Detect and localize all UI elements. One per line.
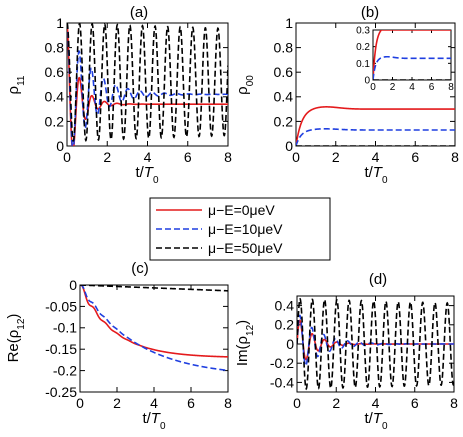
legend-label: μ−E=10μeV — [208, 221, 283, 237]
inset-series-group — [373, 30, 451, 80]
panel-label: (b) — [361, 4, 379, 21]
series-group — [296, 106, 455, 146]
y-tick-label: 0.3 — [356, 26, 370, 37]
y-tick-label: -0.15 — [45, 341, 77, 357]
y-tick-label: 0.6 — [274, 64, 294, 80]
y-tick-label: -0.25 — [45, 384, 77, 400]
y-tick-label: 0 — [364, 76, 370, 87]
panel-b: 0 2 4 6 8 0 0.2 0.4 0.6 0.8 1 (b) ρ00 t/T0 0 2 4 6 8 0 0.1 0.… — [234, 4, 459, 186]
x-tick-label: 6 — [411, 149, 419, 165]
y-tick-label: 0.2 — [275, 317, 295, 333]
x-tick-label: 2 — [103, 149, 111, 165]
y-tick-label: 0.4 — [45, 89, 65, 105]
series-line — [297, 314, 454, 367]
series-line — [296, 128, 455, 146]
x-tick-label: 8 — [450, 395, 458, 411]
y-tick-label: 0.4 — [275, 298, 295, 314]
x-axis-label: t/T0 — [135, 164, 159, 186]
y-tick-label: 0.8 — [45, 40, 65, 56]
x-tick-label: 4 — [150, 395, 158, 411]
y-tick-label: -0.4 — [270, 374, 294, 390]
y-tick-label: 0.6 — [45, 64, 65, 80]
inset-frame — [372, 29, 452, 81]
x-tick-label: 8 — [448, 82, 454, 93]
y-tick-label: 0 — [69, 277, 77, 293]
series-line — [373, 55, 451, 80]
x-tick-label: 0 — [370, 82, 376, 93]
y-tick-label: 0.8 — [274, 40, 294, 56]
x-tick-label: 8 — [451, 149, 459, 165]
y-tick-label: 0.2 — [45, 113, 65, 129]
y-tick-label: 0.4 — [274, 89, 294, 105]
x-tick-label: 0 — [76, 395, 84, 411]
x-tick-label: 4 — [144, 149, 152, 165]
panel-d: 0 2 4 6 8 0.4 0.2 0 -0.2 -0.4 (d) Im(ρ12) t/T0 — [234, 271, 458, 432]
y-tick-label: 0 — [285, 138, 293, 154]
panel-label: (c) — [131, 260, 149, 277]
legend: μ−E=0μeV μ−E=10μeV μ−E=50μeV — [149, 197, 331, 261]
series-line — [80, 285, 228, 292]
x-tick-label: 6 — [184, 149, 192, 165]
y-axis-label: ρ00 — [234, 75, 256, 95]
y-axis-label: Re(ρ12) — [5, 314, 27, 363]
y-tick-label: 1 — [56, 15, 64, 31]
x-tick-label: 2 — [332, 149, 340, 165]
y-axis-label: Im(ρ12) — [234, 320, 256, 366]
series-line — [67, 23, 228, 146]
y-tick-label: -0.1 — [53, 320, 77, 336]
x-tick-label: 0 — [292, 149, 300, 165]
x-tick-label: 4 — [372, 395, 380, 411]
series-group — [297, 297, 454, 391]
y-tick-label: 0.2 — [274, 113, 294, 129]
x-tick-label: 8 — [224, 149, 232, 165]
panel-c: 0 2 4 6 8 0 -0.05 -0.1 -0.15 -0.2 -0.25 (c) Re(ρ12) t… — [5, 260, 232, 432]
x-tick-label: 0 — [293, 395, 301, 411]
y-tick-label: 0 — [56, 138, 64, 154]
legend-label: μ−E=0μeV — [208, 202, 275, 218]
x-tick-label: 2 — [390, 82, 396, 93]
legend-label: μ−E=50μeV — [208, 240, 283, 256]
series-group — [80, 285, 228, 372]
x-tick-label: 2 — [332, 395, 340, 411]
series-group — [67, 23, 228, 146]
series-line — [80, 285, 228, 372]
y-tick-label: 0.1 — [356, 59, 370, 70]
y-tick-label: -0.2 — [270, 355, 294, 371]
y-tick-label: -0.05 — [45, 298, 77, 314]
series-line — [67, 23, 228, 142]
y-tick-label: -0.2 — [53, 363, 77, 379]
series-line — [80, 285, 228, 358]
y-tick-label: 0 — [286, 336, 294, 352]
x-axis-label: t/T0 — [364, 164, 388, 186]
y-tick-label: 1 — [285, 15, 293, 31]
x-tick-label: 6 — [187, 395, 195, 411]
y-tick-label: 0.2 — [356, 42, 370, 53]
panel-label: (a) — [130, 4, 148, 21]
series-line — [67, 23, 228, 146]
x-tick-label: 4 — [409, 82, 415, 93]
series-line — [297, 319, 454, 361]
y-axis-label: ρ11 — [5, 75, 27, 94]
x-tick-label: 8 — [224, 395, 232, 411]
panel-a: 0 2 4 6 8 0 0.2 0.4 0.6 0.8 1 (a) ρ11 t/T0 — [5, 4, 232, 186]
series-line — [296, 106, 455, 146]
x-tick-label: 4 — [372, 149, 380, 165]
panel-label: (d) — [369, 271, 387, 288]
x-tick-label: 6 — [411, 395, 419, 411]
series-line — [297, 297, 454, 391]
x-axis-label: t/T0 — [364, 410, 388, 432]
x-tick-label: 6 — [429, 82, 435, 93]
x-tick-label: 2 — [113, 395, 121, 411]
x-axis-label: t/T0 — [142, 410, 166, 432]
x-tick-label: 0 — [63, 149, 71, 165]
inset: 0 2 4 6 8 0 0.1 0.2 0.3 — [356, 26, 454, 94]
plot-frame — [79, 284, 229, 393]
